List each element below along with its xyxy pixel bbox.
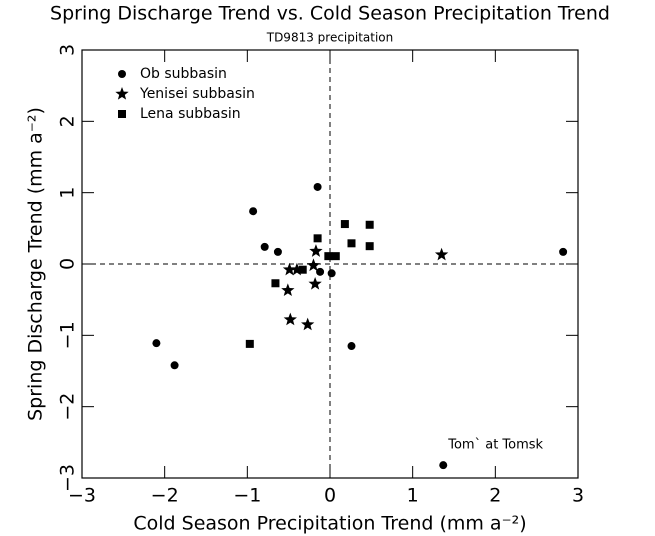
x-tick-label: 0 — [324, 485, 336, 507]
y-tick-label: 3 — [57, 44, 79, 56]
point — [249, 207, 258, 216]
y-tick-label: 0 — [57, 258, 79, 270]
point — [439, 461, 448, 470]
y-tick-label: −2 — [57, 393, 79, 421]
x-tick-label: 3 — [572, 485, 584, 507]
point — [290, 262, 304, 276]
point — [170, 361, 179, 370]
point — [308, 276, 322, 290]
point — [283, 312, 297, 326]
point — [313, 234, 322, 243]
point — [316, 267, 325, 276]
point — [324, 252, 333, 261]
legend-label: Lena subbasin — [140, 106, 241, 122]
point — [309, 244, 323, 257]
x-axis-label: Cold Season Precipitation Trend (mm a⁻²) — [133, 513, 526, 535]
point — [331, 252, 340, 261]
y-tick-label: −3 — [57, 464, 79, 492]
point — [313, 182, 322, 191]
y-tick-label: −1 — [57, 321, 79, 349]
point — [306, 258, 321, 272]
point — [260, 242, 269, 251]
point — [340, 220, 349, 229]
x-tick-label: 1 — [407, 485, 419, 507]
point — [152, 339, 161, 348]
legend-label: Yenisei subbasin — [139, 86, 255, 102]
point — [273, 247, 282, 256]
x-tick-label: 2 — [489, 485, 501, 507]
chart-title: Spring Discharge Trend vs. Cold Season P… — [50, 3, 610, 25]
point — [365, 220, 374, 229]
point — [347, 239, 356, 248]
point — [327, 269, 336, 278]
point — [347, 342, 356, 351]
point — [434, 247, 449, 261]
y-tick-label: 1 — [57, 187, 79, 199]
point — [245, 339, 254, 348]
point — [281, 283, 295, 297]
legend-label: Ob subbasin — [140, 66, 227, 82]
legend-marker — [118, 70, 126, 78]
x-tick-label: −3 — [68, 485, 96, 507]
point — [298, 265, 307, 274]
point — [559, 247, 568, 256]
point — [365, 242, 374, 251]
point — [271, 279, 280, 288]
chart-subtitle: TD9813 precipitation — [266, 31, 394, 45]
point — [282, 262, 297, 276]
y-axis-label: Spring Discharge Trend (mm a⁻²) — [25, 107, 47, 421]
x-tick-label: −2 — [151, 485, 179, 507]
x-tick-label: −1 — [233, 485, 261, 507]
point — [301, 317, 315, 331]
annotation: Tom` at Tomsk — [447, 438, 543, 453]
y-tick-label: 2 — [57, 115, 79, 127]
legend-marker — [115, 87, 129, 100]
legend-marker — [118, 110, 126, 118]
